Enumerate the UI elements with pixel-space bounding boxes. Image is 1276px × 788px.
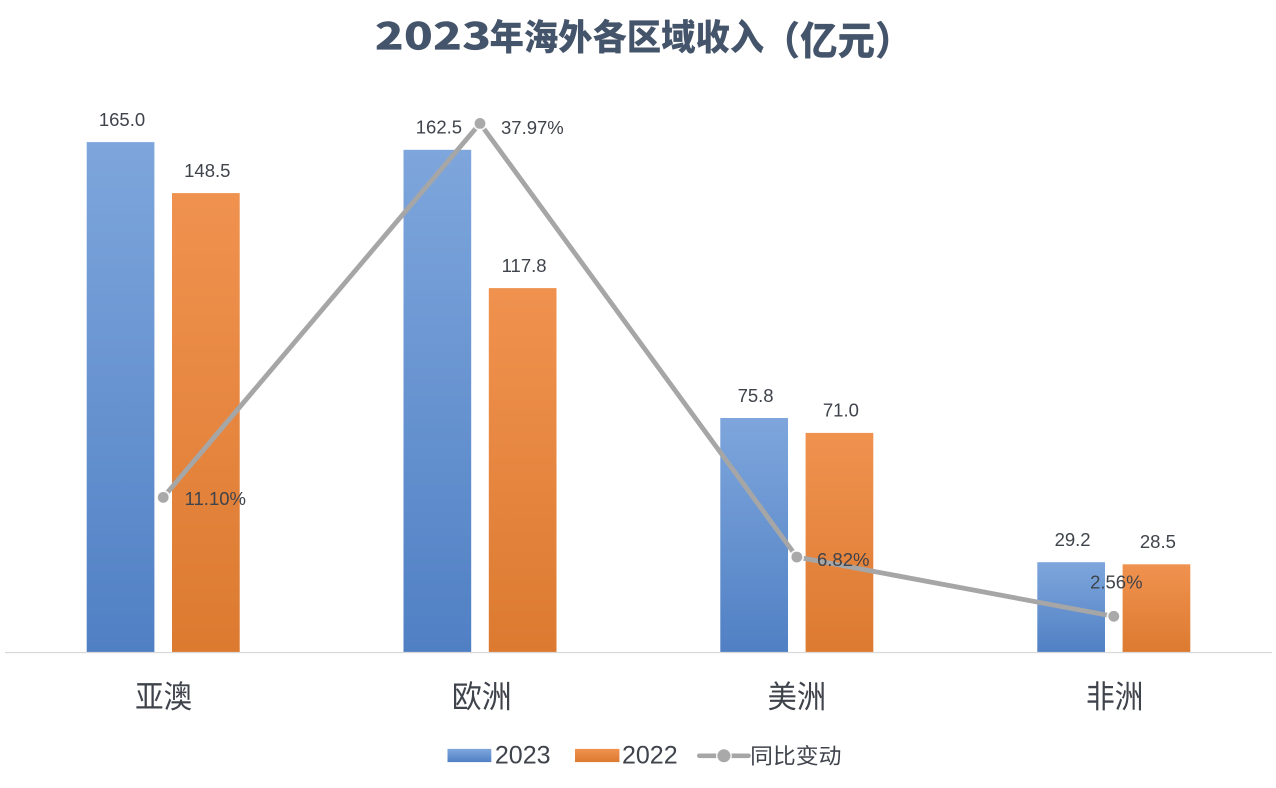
svg-text:165.0: 165.0 (99, 109, 145, 130)
svg-text:2022: 2022 (622, 742, 678, 770)
svg-text:2.56%: 2.56% (1090, 572, 1142, 593)
svg-text:71.0: 71.0 (823, 400, 859, 421)
svg-text:2023: 2023 (495, 742, 551, 770)
svg-text:37.97%: 37.97% (501, 117, 564, 138)
svg-text:162.5: 162.5 (416, 117, 462, 138)
svg-text:28.5: 28.5 (1140, 531, 1176, 552)
svg-text:11.10%: 11.10% (185, 488, 246, 509)
svg-text:117.8: 117.8 (502, 255, 547, 276)
svg-text:75.8: 75.8 (738, 385, 774, 406)
svg-text:148.5: 148.5 (184, 160, 230, 181)
svg-text:6.82%: 6.82% (817, 549, 869, 570)
svg-text:29.2: 29.2 (1055, 529, 1091, 550)
